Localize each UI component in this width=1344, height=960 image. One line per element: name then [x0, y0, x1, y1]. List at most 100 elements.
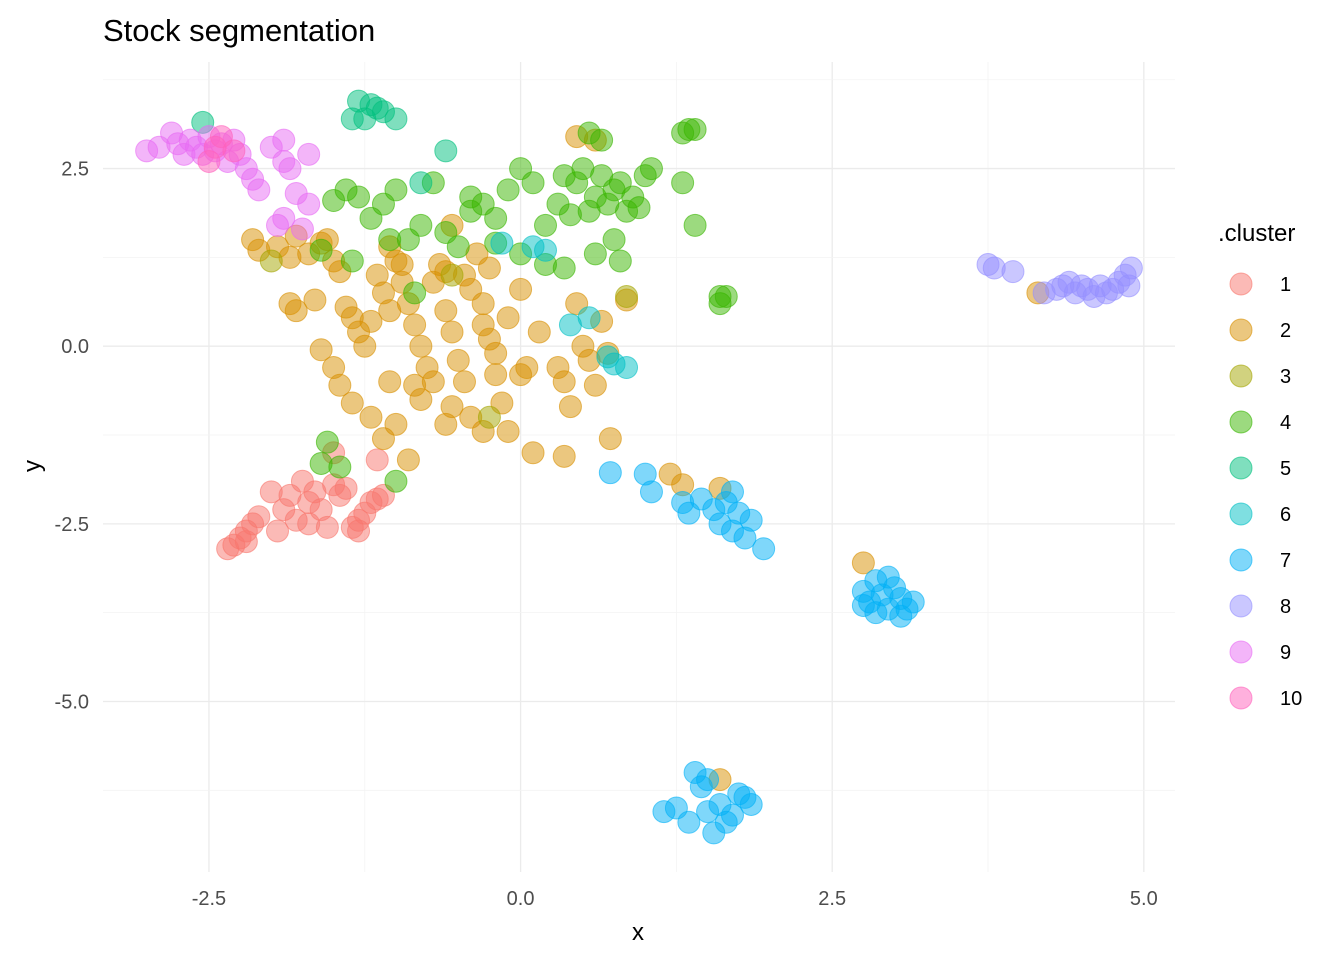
point-cluster-1: [266, 519, 290, 543]
point-cluster-7: [876, 565, 900, 589]
y-axis-title: y: [19, 460, 46, 472]
legend-label-3: 3: [1280, 366, 1291, 388]
legend-label-10: 10: [1280, 688, 1302, 710]
point-cluster-2: [434, 299, 458, 323]
y-tick-label: 2.5: [61, 159, 89, 181]
y-tick-label: -5.0: [55, 691, 89, 713]
point-cluster-2: [378, 370, 402, 394]
point-cluster-2: [484, 341, 508, 365]
x-tick-label: 0.0: [507, 888, 535, 910]
point-cluster-6: [615, 356, 639, 380]
point-cluster-3: [615, 284, 639, 308]
point-cluster-2: [309, 338, 333, 362]
point-cluster-7: [752, 537, 776, 561]
point-cluster-2: [322, 356, 346, 380]
point-cluster-2: [509, 363, 533, 387]
point-cluster-4: [671, 171, 695, 195]
point-cluster-7: [851, 594, 875, 618]
point-cluster-2: [521, 441, 545, 465]
point-cluster-4: [602, 228, 626, 252]
point-cluster-2: [340, 391, 364, 415]
point-cluster-4: [627, 196, 651, 220]
legend-label-9: 9: [1280, 642, 1291, 664]
point-cluster-2: [496, 419, 520, 443]
point-cluster-7: [714, 491, 738, 515]
legend-label-6: 6: [1280, 504, 1291, 526]
point-cluster-4: [340, 249, 364, 273]
point-cluster-1: [315, 515, 339, 539]
point-cluster-4: [639, 157, 663, 181]
point-cluster-5: [409, 171, 433, 195]
legend-label-8: 8: [1280, 596, 1291, 618]
data-points: [135, 89, 1143, 845]
legend-key-8: [1229, 594, 1253, 618]
point-cluster-3: [440, 263, 464, 287]
point-cluster-7: [739, 793, 763, 816]
point-cluster-4: [683, 213, 707, 237]
point-cluster-2: [477, 256, 501, 280]
point-cluster-2: [359, 309, 383, 333]
point-cluster-2: [452, 370, 476, 394]
point-cluster-2: [496, 306, 520, 330]
point-cluster-2: [552, 370, 576, 394]
point-cluster-5: [340, 107, 364, 131]
point-cluster-8: [982, 256, 1006, 280]
point-cluster-8: [1001, 260, 1025, 284]
point-cluster-1: [347, 519, 371, 543]
point-cluster-7: [696, 768, 720, 792]
point-cluster-2: [558, 395, 582, 419]
point-cluster-9: [266, 213, 290, 237]
point-cluster-10: [222, 139, 246, 163]
legend-label-7: 7: [1280, 550, 1291, 572]
point-cluster-4: [558, 203, 582, 227]
point-cluster-8: [1119, 256, 1143, 280]
point-cluster-4: [608, 249, 632, 273]
point-cluster-4: [683, 118, 707, 141]
point-cluster-2: [440, 320, 464, 344]
point-cluster-1: [365, 448, 389, 472]
point-cluster-4: [409, 213, 433, 237]
point-cluster-2: [421, 370, 445, 394]
point-cluster-2: [278, 245, 302, 269]
point-cluster-9: [290, 217, 314, 241]
x-tick-labels: -2.5 0.0 2.5 5.0: [192, 888, 1158, 910]
point-cluster-2: [851, 551, 875, 575]
point-cluster-4: [347, 185, 371, 209]
point-cluster-4: [403, 281, 427, 305]
point-cluster-4: [309, 238, 333, 262]
y-tick-label: 0.0: [61, 336, 89, 358]
legend-key-10: [1229, 686, 1253, 710]
point-cluster-10: [197, 149, 221, 173]
point-cluster-7: [901, 590, 925, 614]
point-cluster-2: [353, 334, 377, 358]
x-tick-label: 2.5: [818, 888, 846, 910]
legend: .cluster 1 2 3 4 5 6 7 8 9 10: [1218, 220, 1302, 710]
point-cluster-4: [590, 128, 614, 152]
point-cluster-5: [434, 139, 458, 163]
point-cluster-9: [278, 157, 302, 181]
point-cluster-7: [639, 480, 663, 504]
legend-key-9: [1229, 640, 1253, 664]
point-cluster-2: [509, 277, 533, 301]
point-cluster-8: [1051, 274, 1075, 298]
point-cluster-4: [496, 178, 520, 202]
point-cluster-7: [598, 461, 622, 485]
point-cluster-7: [677, 810, 701, 834]
point-cluster-2: [446, 348, 470, 372]
point-cluster-4: [315, 430, 339, 454]
point-cluster-6: [577, 306, 601, 330]
point-cluster-2: [527, 320, 551, 344]
point-cluster-4: [384, 178, 408, 202]
point-cluster-2: [390, 253, 414, 276]
point-cluster-2: [396, 448, 420, 472]
point-cluster-2: [440, 395, 464, 419]
point-cluster-1: [247, 505, 271, 529]
point-cluster-4: [384, 469, 408, 493]
legend-key-3: [1229, 364, 1253, 388]
point-cluster-2: [409, 334, 433, 358]
x-axis-title: x: [632, 919, 644, 946]
legend-label-5: 5: [1280, 458, 1291, 480]
point-cluster-2: [403, 313, 427, 337]
point-cluster-2: [471, 313, 495, 337]
